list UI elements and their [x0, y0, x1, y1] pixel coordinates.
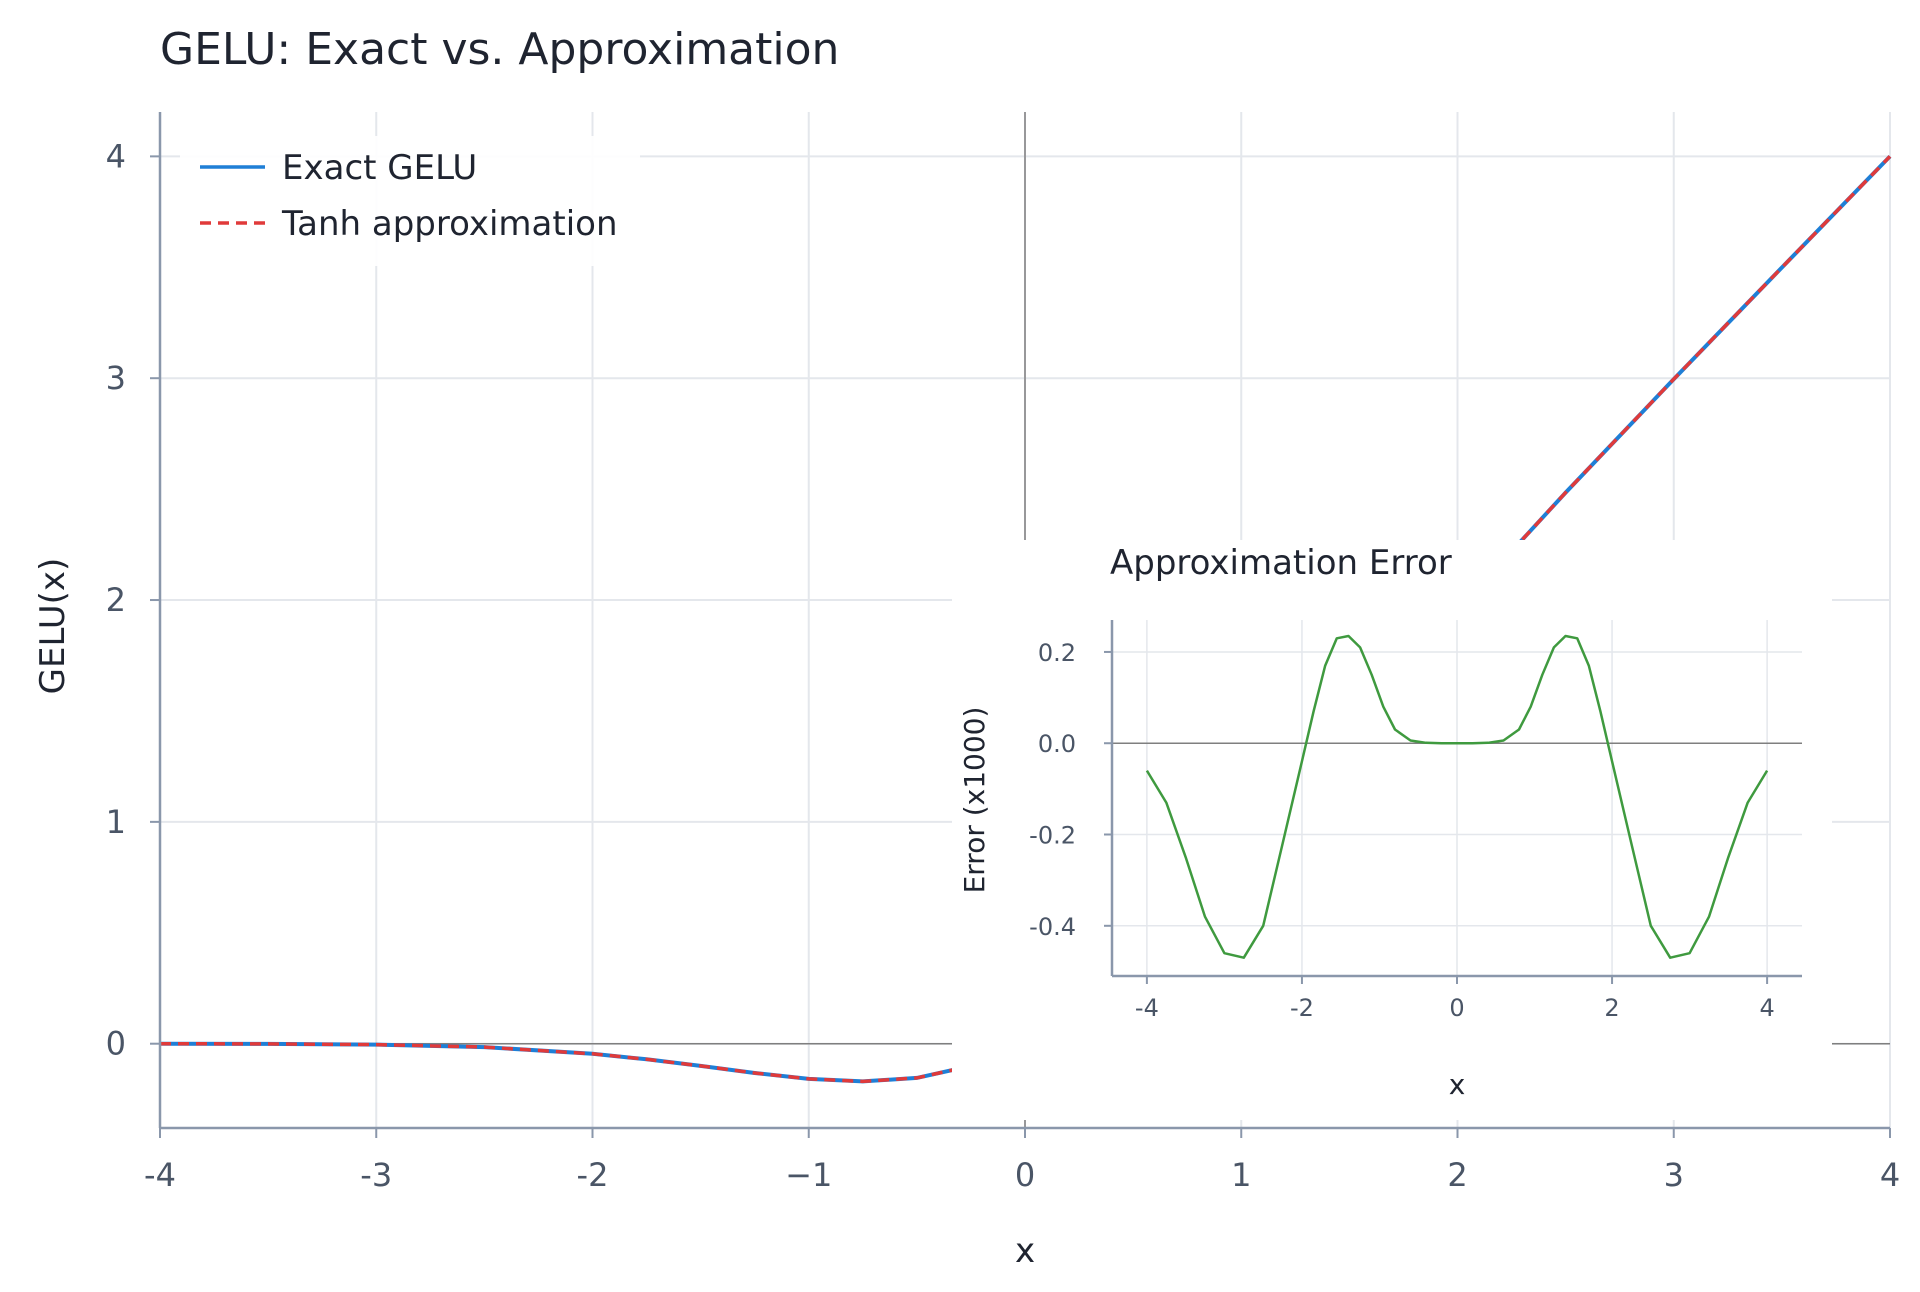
- inset-error-line: [1145, 634, 1769, 959]
- y-tick-label: 0: [106, 1025, 126, 1063]
- inset-plot-line: [1112, 634, 1802, 959]
- y-axis-label: GELU(x): [33, 558, 73, 695]
- x-tick-label: 2: [1447, 1156, 1467, 1194]
- inset-y-tick-label: -0.4: [1029, 913, 1076, 941]
- inset-y-tick-label: 0.0: [1038, 730, 1076, 758]
- inset-chart: Approximation Error -4 -2 0 2 4 0.2 0.0 -0.2 -0.…: [952, 540, 1832, 1120]
- x-tick-label: 4: [1880, 1156, 1900, 1194]
- legend-box: [180, 136, 640, 266]
- x-tick-label: -4: [144, 1156, 176, 1194]
- x-tick-label: −1: [785, 1156, 832, 1194]
- x-axis-label: x: [1015, 1231, 1035, 1271]
- x-tick-label: -3: [360, 1156, 392, 1194]
- chart-title: GELU: Exact vs. Approximation: [160, 24, 839, 75]
- y-tick-label: 2: [106, 581, 126, 619]
- x-tick-label: -2: [577, 1156, 609, 1194]
- inset-x-axis-label: x: [1449, 1068, 1466, 1101]
- y-tick-label: 1: [106, 803, 126, 841]
- y-tick-label: 3: [106, 359, 126, 397]
- main-tick-labels: -4 -3 -2 −1 0 1 2 3 4 0 1 2 3 4: [106, 137, 1901, 1194]
- x-tick-label: 1: [1231, 1156, 1251, 1194]
- inset-y-tick-label: 0.2: [1038, 639, 1076, 667]
- legend-label-approx: Tanh approximation: [281, 204, 618, 244]
- x-tick-label: 3: [1664, 1156, 1684, 1194]
- x-tick-label: 0: [1015, 1156, 1035, 1194]
- inset-x-tick-label: -4: [1135, 994, 1159, 1022]
- inset-x-tick-label: 4: [1759, 994, 1774, 1022]
- y-tick-label: 4: [106, 137, 126, 175]
- inset-axes: [1104, 620, 1802, 984]
- inset-background: [952, 540, 1832, 1120]
- inset-title: Approximation Error: [1110, 543, 1452, 583]
- main-axes: [150, 112, 1891, 1138]
- inset-x-tick-label: -2: [1290, 994, 1314, 1022]
- inset-x-tick-label: 2: [1604, 994, 1619, 1022]
- legend: Exact GELU Tanh approximation: [180, 136, 640, 266]
- inset-tick-labels: -4 -2 0 2 4 0.2 0.0 -0.2 -0.4: [1029, 639, 1775, 1022]
- inset-x-tick-label: 0: [1449, 994, 1464, 1022]
- inset-y-axis-label: Error (x1000): [958, 707, 991, 894]
- legend-label-exact: Exact GELU: [282, 148, 477, 188]
- inset-y-tick-label: -0.2: [1029, 822, 1076, 850]
